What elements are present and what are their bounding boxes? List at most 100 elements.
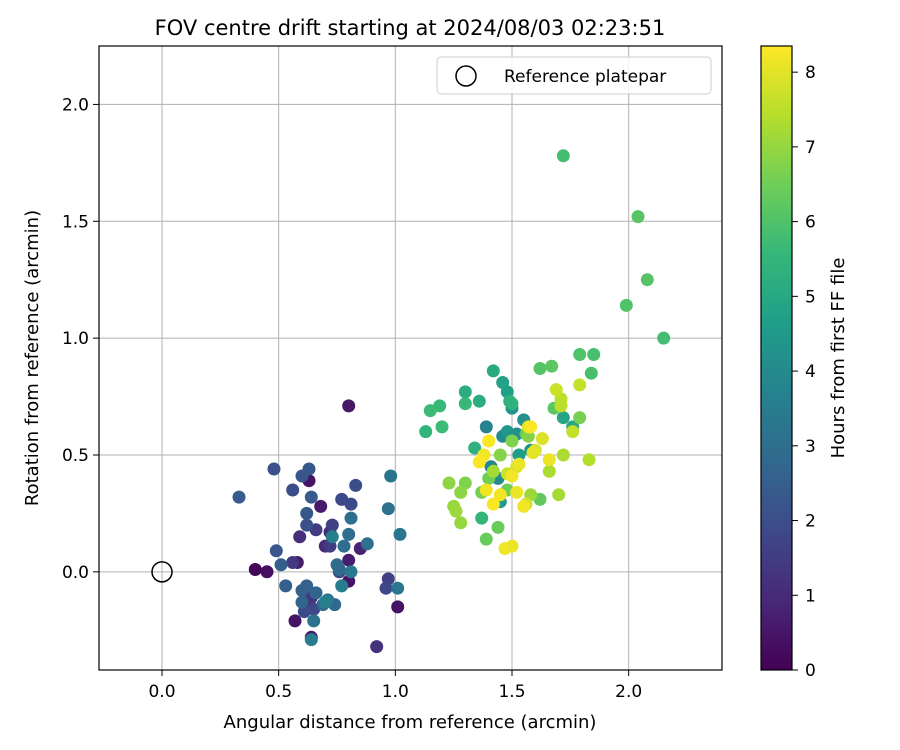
plot-frame [98, 45, 723, 671]
scatter-point [342, 553, 356, 567]
scatter-point [458, 385, 472, 399]
y-tick-label: 1.0 [62, 329, 89, 349]
scatter-point [554, 399, 568, 413]
scatter-point [657, 331, 671, 345]
colorbar-tick-label: 5 [805, 287, 816, 307]
scatter-point [631, 210, 645, 224]
x-tick-label: 0.0 [148, 682, 175, 702]
scatter-point [496, 376, 510, 389]
scatter-point [566, 425, 580, 439]
scatter-point [267, 462, 281, 476]
scatter-point [556, 411, 570, 425]
colorbar-tick-label: 0 [805, 661, 816, 681]
scatter-point [449, 504, 463, 518]
scatter-point [304, 490, 318, 504]
x-tick-label: 1.0 [382, 682, 409, 702]
scatter-point [393, 527, 407, 541]
chart-title: FOV centre drift starting at 2024/08/03 … [155, 16, 666, 40]
scatter-point [479, 483, 493, 497]
scatter-point [232, 490, 246, 504]
scatter-point [482, 434, 496, 448]
grid-lines [99, 46, 722, 670]
scatter-point [468, 441, 482, 455]
scatter-point [325, 518, 339, 532]
scatter-point [295, 595, 309, 609]
scatter-point [584, 366, 598, 380]
colorbar-gradient [761, 46, 792, 670]
scatter-point [442, 476, 456, 490]
scatter-point [556, 448, 570, 462]
scatter-point [342, 399, 356, 413]
y-axis-label: Rotation from reference (arcmin) [22, 210, 43, 506]
scatter-point [512, 448, 526, 462]
colorbar-ticks: 0 1 2 3 4 5 6 7 8 [792, 63, 816, 681]
scatter-point [556, 149, 570, 163]
colorbar-tick-label: 8 [805, 63, 816, 83]
legend-entry-label: Reference platepar [504, 67, 666, 87]
scatter-point [640, 273, 654, 287]
scatter-point [479, 420, 493, 434]
scatter-point [573, 348, 587, 361]
scatter-point [384, 469, 398, 483]
colorbar: 0 1 2 3 4 5 6 7 8 Hours from first FF file [760, 45, 849, 681]
scatter-point [472, 394, 486, 408]
scatter-point [435, 420, 449, 434]
legend-box [436, 56, 712, 95]
scatter-point [344, 497, 358, 511]
reference-marker-layer [151, 561, 173, 583]
colorbar-frame [760, 45, 793, 671]
scatter-point [486, 497, 500, 511]
x-axis-label: Angular distance from reference (arcmin) [224, 712, 597, 733]
scatter-point [510, 485, 524, 499]
scatter-point [269, 544, 283, 558]
x-tick-label: 2.0 [615, 682, 642, 702]
y-tick-label: 1.5 [62, 212, 89, 232]
scatter-point [545, 359, 559, 373]
colorbar-tick-label: 3 [805, 437, 816, 457]
scatter-point [505, 397, 519, 411]
scatter-point [335, 579, 349, 593]
scatter-point [307, 614, 321, 628]
x-tick-label: 0.5 [265, 682, 292, 702]
colorbar-tick-label: 6 [805, 213, 816, 233]
scatter-point [472, 455, 486, 469]
scatter-point [619, 298, 633, 312]
scatter-point [300, 506, 314, 520]
x-axis-ticks: 0.0 0.5 1.0 1.5 2.0 [148, 670, 642, 702]
colorbar-tick-label: 4 [805, 362, 816, 382]
scatter-point [524, 420, 538, 434]
scatter-point [360, 537, 374, 551]
scatter-point [505, 469, 519, 483]
scatter-point [379, 581, 393, 595]
scatter-point [479, 532, 493, 546]
scatter-point [454, 516, 468, 530]
scatter-point [573, 378, 587, 392]
scatter-point [582, 453, 596, 467]
scatter-point [458, 397, 472, 411]
scatter-point [423, 404, 437, 418]
colorbar-tick-label: 2 [805, 512, 816, 532]
scatter-point [260, 565, 274, 579]
scatter-point [573, 411, 587, 425]
scatter-point [512, 457, 526, 471]
scatter-point [274, 558, 288, 572]
legend: Reference platepar [436, 56, 712, 95]
scatter-point [391, 600, 405, 614]
reference-platepar-marker [151, 561, 173, 583]
scatter-point [304, 633, 318, 647]
scatter-point [491, 520, 505, 534]
scatter-point [526, 446, 540, 460]
x-tick-label: 1.5 [498, 682, 525, 702]
scatter-point [293, 530, 307, 544]
colorbar-tick-label: 1 [805, 586, 816, 606]
scatter-point [542, 464, 556, 478]
scatter-point [587, 348, 601, 361]
colorbar-label: Hours from first FF file [828, 258, 849, 459]
scatter-point [300, 579, 314, 593]
scatter-point [535, 432, 549, 446]
scatter-point [533, 362, 547, 375]
plot-area [99, 46, 722, 670]
y-axis-ticks: 0.0 0.5 1.0 1.5 2.0 [62, 95, 99, 583]
scatter-point [454, 485, 468, 499]
scatter-point [342, 527, 356, 541]
